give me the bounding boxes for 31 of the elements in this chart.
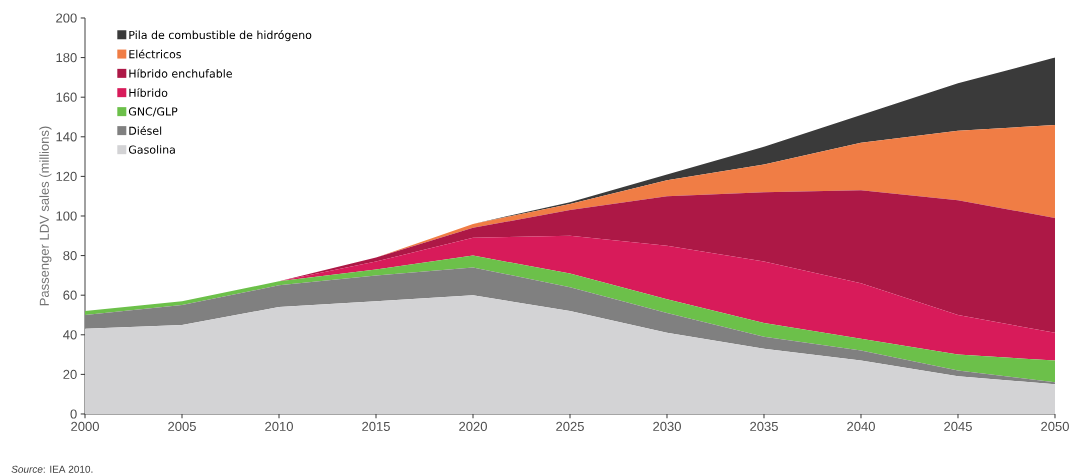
x-tick-label: 2030 <box>653 421 681 431</box>
legend-label: Híbrido enchufable <box>129 68 232 78</box>
x-tick-label: 2025 <box>556 421 584 431</box>
y-tick-label: 180 <box>56 52 77 63</box>
y-tick-label: 120 <box>56 171 77 181</box>
x-tick-label: 2040 <box>847 421 875 431</box>
x-tick-label: 2015 <box>362 421 390 431</box>
y-tick-label: 200 <box>56 13 77 23</box>
legend-label: Pila de combustible de hidrógeno <box>129 30 312 42</box>
y-tick-label: 0 <box>70 409 77 419</box>
y-tick-label: 140 <box>56 132 77 142</box>
x-tick-label: 2000 <box>71 421 99 431</box>
legend-label: Eléctricos <box>129 49 181 59</box>
y-tick-label: 20 <box>63 369 77 379</box>
y-tick-label: 100 <box>56 211 77 221</box>
y-tick-label: 60 <box>63 290 77 300</box>
x-tick-label: 2020 <box>459 421 487 431</box>
x-tick-label: 2035 <box>750 421 778 431</box>
x-tick-label: 2010 <box>265 421 293 431</box>
text: Source: IEA 2010. <box>11 465 93 473</box>
legend-label: Diésel <box>129 125 162 135</box>
legend-label: Gasolina <box>128 145 175 154</box>
y-tick-label: 40 <box>63 330 77 340</box>
x-tick-label: 2005 <box>168 421 196 431</box>
y-tick-label: 80 <box>63 250 77 261</box>
y-axis-title: Passenger LDV sales (millions) <box>39 126 52 306</box>
legend-label: Híbrido <box>129 88 168 97</box>
x-tick-label: 2045 <box>944 421 972 431</box>
x-tick-label: 2050 <box>1041 421 1069 431</box>
legend-label: GNC/GLP <box>128 107 178 117</box>
y-tick-label: 160 <box>56 92 77 102</box>
